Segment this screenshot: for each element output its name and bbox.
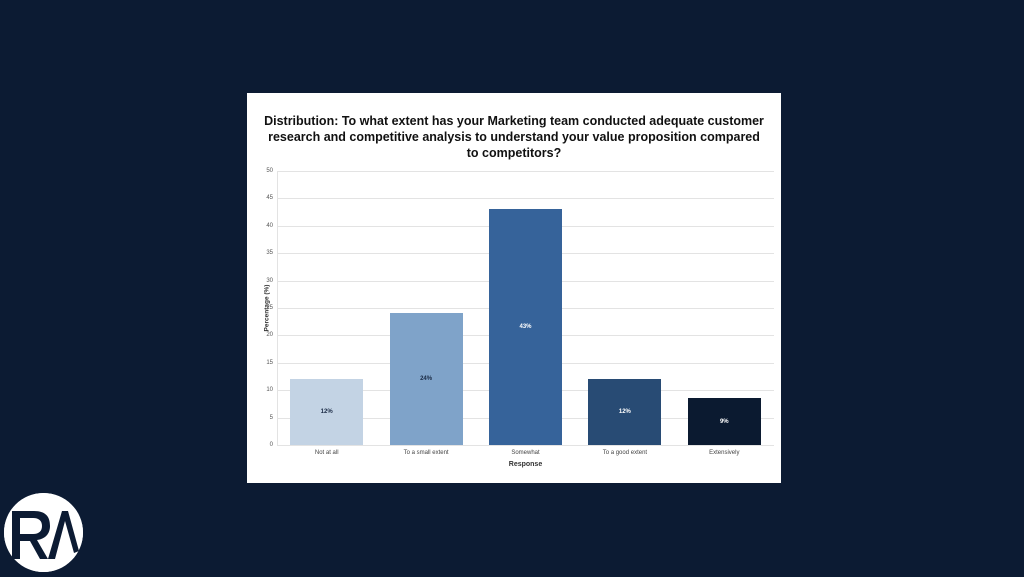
y-tick-label: 35 <box>266 250 273 257</box>
bar: 24% <box>389 313 463 445</box>
y-tick-label: 40 <box>266 222 273 229</box>
bar: 43% <box>489 209 562 445</box>
gridline <box>277 445 774 446</box>
y-tick-label: 15 <box>266 359 273 366</box>
y-tick-label: 25 <box>266 305 273 311</box>
x-tick-label: To a good extent <box>602 450 648 456</box>
y-tick-label: 30 <box>266 277 273 284</box>
x-tick-label: To a small extent <box>403 450 449 456</box>
bar-data-label: 12% <box>320 409 333 416</box>
x-tick-label: Extensively <box>709 450 740 456</box>
bar-data-label: 12% <box>618 409 631 416</box>
y-tick-label: 50 <box>266 168 273 174</box>
y-tick-label: 10 <box>266 387 273 394</box>
ra-logo-icon <box>4 493 83 572</box>
plot-area: Percentage (%) Response 0 5 10 15 20 25 30 35 40… <box>264 168 774 468</box>
x-tick-label: Somewhat <box>511 450 540 456</box>
ra-logo <box>4 493 83 572</box>
chart-card: Distribution: To what extent has your Ma… <box>247 93 781 483</box>
bar-data-label: 43% <box>519 324 532 331</box>
bar-data-label: 9% <box>719 418 729 425</box>
bar: 12% <box>290 379 364 445</box>
y-tick-label: 0 <box>269 442 273 448</box>
bar: 9% <box>687 398 761 445</box>
gridline <box>277 171 774 172</box>
bar: 12% <box>588 379 662 445</box>
y-tick-label: 5 <box>269 414 273 421</box>
gridline <box>277 198 774 200</box>
x-axis-label: Response <box>508 461 543 468</box>
chart-title: Distribution: To what extent has your Ma… <box>264 114 764 160</box>
x-tick-label: Not at all <box>314 450 339 456</box>
y-tick-label: 45 <box>266 195 273 202</box>
bar-data-label: 24% <box>420 376 433 383</box>
y-tick-label: 20 <box>266 332 273 339</box>
